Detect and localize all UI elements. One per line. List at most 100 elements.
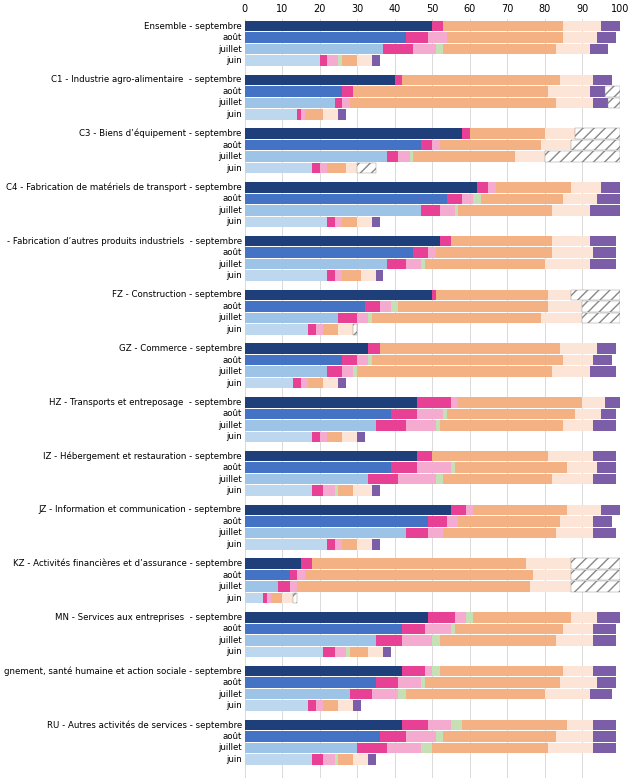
Bar [339, 313, 357, 323]
Bar [342, 217, 357, 227]
Bar [563, 420, 593, 431]
Bar [451, 462, 454, 473]
Bar [289, 570, 297, 580]
Bar [593, 528, 616, 538]
Bar [308, 378, 323, 389]
Bar [327, 56, 339, 66]
Bar [244, 151, 387, 162]
Bar [515, 151, 544, 162]
Bar [342, 355, 357, 365]
Bar [301, 378, 308, 389]
Bar [244, 665, 402, 676]
Bar [544, 151, 620, 162]
Bar [342, 56, 357, 66]
Bar [357, 163, 376, 174]
Bar [357, 366, 552, 377]
Bar [413, 151, 515, 162]
Bar [593, 635, 616, 646]
Bar [590, 689, 612, 699]
Bar [244, 128, 462, 139]
Bar [413, 44, 436, 54]
Bar [406, 689, 544, 699]
Bar [451, 623, 454, 634]
Bar [244, 378, 293, 389]
Bar [462, 193, 473, 204]
Bar [244, 504, 451, 515]
Bar [376, 677, 398, 688]
Bar [244, 259, 387, 269]
Bar [447, 32, 563, 43]
Bar [477, 182, 489, 192]
Bar [391, 301, 398, 311]
Bar [244, 397, 417, 407]
Bar [605, 86, 620, 96]
Bar [323, 109, 339, 120]
Bar [402, 719, 429, 730]
Bar [402, 635, 432, 646]
Bar [439, 420, 563, 431]
Bar [380, 343, 560, 353]
Bar [244, 205, 421, 216]
Bar [349, 689, 372, 699]
Bar [556, 528, 593, 538]
Bar [458, 516, 560, 526]
Bar [432, 665, 439, 676]
Bar [590, 236, 616, 246]
Bar [552, 247, 593, 258]
Bar [342, 539, 357, 550]
Bar [244, 366, 327, 377]
Bar [244, 343, 368, 353]
Bar [413, 247, 429, 258]
Bar [593, 743, 616, 753]
Bar [563, 623, 593, 634]
Bar [552, 236, 590, 246]
Bar [316, 324, 323, 335]
Bar [342, 98, 349, 108]
Bar [425, 623, 451, 634]
Bar [293, 378, 301, 389]
Bar [439, 205, 454, 216]
Bar [429, 247, 436, 258]
Bar [297, 570, 304, 580]
Bar [571, 289, 620, 300]
Bar [563, 193, 597, 204]
Bar [548, 301, 582, 311]
Bar [544, 128, 575, 139]
Bar [425, 665, 432, 676]
Bar [339, 109, 346, 120]
Bar [582, 301, 620, 311]
Bar [432, 450, 548, 461]
Bar [597, 677, 616, 688]
Bar [244, 677, 376, 688]
Bar [365, 301, 380, 311]
Bar [304, 109, 323, 120]
Bar [601, 504, 620, 515]
Bar [289, 581, 297, 592]
Bar [380, 301, 391, 311]
Bar [560, 516, 593, 526]
Bar [571, 570, 620, 580]
Bar [376, 635, 402, 646]
Bar [244, 432, 312, 442]
Bar [372, 355, 563, 365]
Bar [593, 355, 612, 365]
Bar [244, 528, 406, 538]
Bar [323, 754, 335, 765]
Bar [244, 635, 376, 646]
Bar [323, 647, 335, 657]
Bar [443, 44, 556, 54]
Bar [608, 98, 620, 108]
Bar [357, 432, 365, 442]
Bar [590, 205, 620, 216]
Bar [571, 581, 620, 592]
Bar [421, 743, 432, 753]
Bar [244, 271, 327, 281]
Bar [244, 558, 301, 569]
Bar [439, 635, 556, 646]
Bar [244, 486, 312, 496]
Bar [451, 236, 552, 246]
Bar [567, 719, 593, 730]
Bar [421, 205, 439, 216]
Bar [320, 56, 327, 66]
Bar [372, 217, 380, 227]
